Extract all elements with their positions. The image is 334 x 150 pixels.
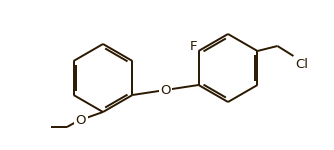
Text: Cl: Cl xyxy=(296,58,308,71)
Text: F: F xyxy=(190,40,197,54)
Text: O: O xyxy=(160,84,171,96)
Text: O: O xyxy=(76,114,86,126)
